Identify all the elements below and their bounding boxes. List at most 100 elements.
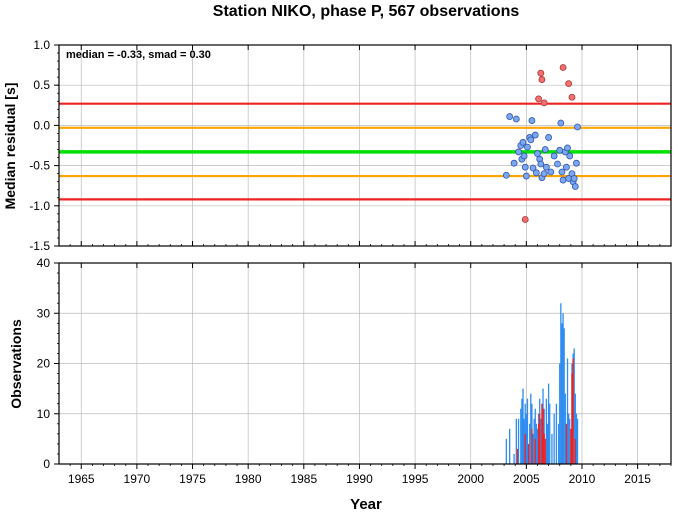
residual-point-red bbox=[565, 80, 573, 87]
observation-bar-blue bbox=[533, 418, 535, 464]
residual-point-blue bbox=[557, 119, 565, 127]
x-tick-label: 2000 bbox=[457, 472, 484, 486]
observation-bar-blue bbox=[546, 423, 549, 464]
observation-bar-red bbox=[572, 358, 574, 464]
residual-point-red bbox=[535, 95, 542, 103]
residual-y-tick-label: 0.5 bbox=[33, 78, 50, 92]
observation-bar-blue bbox=[559, 363, 561, 464]
residual-point-blue bbox=[540, 170, 548, 178]
observation-bar-red bbox=[544, 438, 546, 464]
observation-bar-blue bbox=[576, 418, 579, 464]
observation-bar-blue bbox=[564, 393, 566, 464]
observation-bar-blue bbox=[509, 428, 511, 464]
observation-bar-red bbox=[541, 403, 543, 464]
residual-point-blue bbox=[541, 146, 549, 153]
observation-bar-blue bbox=[567, 413, 570, 464]
residual-point-blue bbox=[564, 144, 571, 152]
residual-grid bbox=[59, 44, 671, 247]
observation-bar-blue bbox=[526, 398, 529, 464]
residual-point-blue bbox=[574, 123, 581, 131]
residual-point-blue bbox=[573, 159, 580, 167]
observation-bar-red bbox=[539, 413, 541, 464]
residual-point-blue bbox=[542, 163, 550, 171]
observation-bar-blue bbox=[563, 328, 565, 464]
residual-threshold-lines bbox=[59, 102, 671, 201]
x-tick-label: 2015 bbox=[624, 472, 651, 486]
residual-point-blue bbox=[532, 169, 540, 177]
observation-bar-blue bbox=[569, 418, 571, 464]
observation-bar-blue bbox=[547, 383, 550, 464]
observation-bar-blue bbox=[525, 413, 527, 464]
observation-bar-blue bbox=[522, 388, 524, 464]
residual-point-blue bbox=[510, 159, 518, 167]
residual-point-blue bbox=[521, 163, 529, 171]
x-tick-label: 1965 bbox=[68, 472, 95, 486]
residual-point-blue bbox=[515, 148, 522, 156]
residual-plot-frame bbox=[58, 44, 672, 247]
observation-bar-blue bbox=[562, 313, 564, 464]
observation-bar-blue bbox=[517, 418, 520, 464]
observation-bar-blue bbox=[561, 323, 563, 464]
observation-bar-blue bbox=[566, 358, 569, 464]
observations-y-axis-label: Observations bbox=[8, 319, 24, 409]
residual-point-blue bbox=[512, 115, 520, 123]
residual-point-red bbox=[559, 64, 567, 71]
observation-bar-red bbox=[542, 408, 544, 464]
x-tick-label: 1990 bbox=[346, 472, 373, 486]
observation-bar-red bbox=[574, 438, 576, 464]
observation-bar-red bbox=[531, 428, 533, 464]
residual-y-tick-label: -1.5 bbox=[29, 239, 50, 253]
x-axis-label: Year bbox=[350, 496, 382, 511]
observation-bar-red bbox=[516, 448, 519, 464]
observation-bar-red bbox=[565, 423, 568, 464]
residual-point-blue bbox=[524, 143, 531, 151]
residual-point-blue bbox=[527, 136, 535, 144]
observation-bar-red bbox=[527, 443, 530, 464]
observations-y-tick-label: 20 bbox=[37, 357, 51, 371]
observation-bar-blue bbox=[553, 413, 555, 464]
residual-y-tick-label: -0.5 bbox=[29, 159, 50, 173]
observations-axis-ticks: 1965 1970 1975 1980 1985 1990 1995 2000 2005 2010… bbox=[37, 256, 672, 486]
observation-bar-blue bbox=[555, 403, 558, 464]
residual-points bbox=[502, 64, 581, 223]
residual-point-blue bbox=[558, 168, 566, 176]
observation-bar-blue bbox=[573, 348, 575, 464]
x-tick-label: 2005 bbox=[513, 472, 540, 486]
observation-bar-red bbox=[571, 373, 573, 464]
observation-bar-red bbox=[537, 423, 540, 464]
observations-bars bbox=[505, 303, 579, 464]
observation-bar-blue bbox=[545, 398, 548, 464]
residual-annotation: median = -0.33, smad = 0.30 bbox=[66, 49, 211, 61]
x-tick-label: 2010 bbox=[569, 472, 596, 486]
residual-point-red bbox=[568, 93, 576, 101]
x-tick-label: 1970 bbox=[124, 472, 151, 486]
observation-bar-blue bbox=[557, 423, 560, 464]
observation-bar-blue bbox=[505, 438, 507, 464]
observation-bar-blue bbox=[534, 408, 536, 464]
residual-point-blue bbox=[545, 134, 552, 141]
observation-bar-blue bbox=[560, 303, 562, 464]
residual-point-blue bbox=[571, 183, 579, 190]
residual-point-blue bbox=[528, 117, 536, 124]
observation-bar-blue bbox=[575, 413, 578, 464]
residual-point-blue bbox=[570, 175, 578, 182]
residual-point-blue bbox=[534, 150, 541, 157]
residual-point-blue bbox=[531, 131, 539, 139]
x-tick-label: 1975 bbox=[179, 472, 206, 486]
observation-bar-red bbox=[524, 433, 526, 464]
residual-y-tick-label: -1.0 bbox=[29, 199, 50, 213]
residual-point-blue bbox=[502, 171, 510, 179]
residual-point-blue bbox=[529, 164, 537, 172]
observation-bar-blue bbox=[530, 393, 532, 464]
residual-point-red bbox=[540, 99, 548, 107]
observation-bar-blue bbox=[574, 393, 576, 464]
x-tick-label: 1985 bbox=[290, 472, 317, 486]
observation-bar-red bbox=[543, 433, 545, 464]
observation-bar-blue bbox=[515, 418, 517, 464]
residual-point-blue bbox=[554, 160, 561, 168]
x-tick-label: 1995 bbox=[402, 472, 429, 486]
observation-bar-blue bbox=[549, 403, 551, 464]
observation-bar-blue bbox=[536, 428, 539, 464]
observations-y-tick-label: 10 bbox=[37, 407, 51, 421]
